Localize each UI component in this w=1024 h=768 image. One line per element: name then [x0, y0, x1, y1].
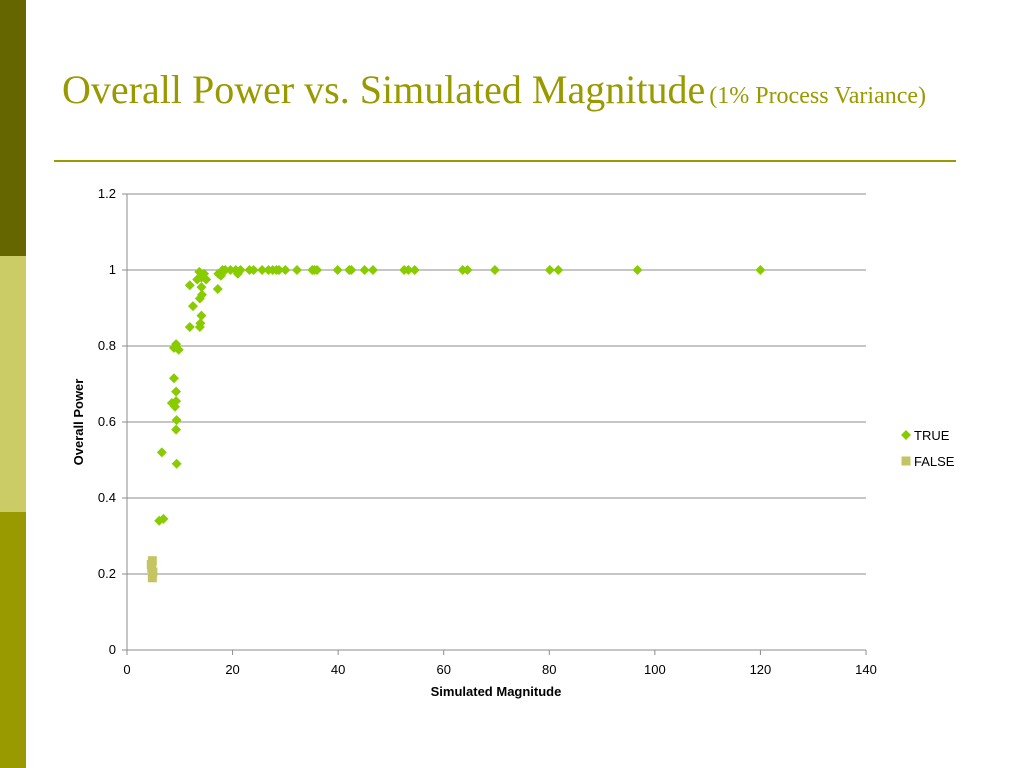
y-tick-label: 1.2 — [98, 186, 116, 201]
y-axis-title: Overall Power — [71, 379, 86, 466]
x-tick-label: 120 — [750, 662, 772, 677]
slide-title: Overall Power vs. Simulated Magnitude (1… — [62, 70, 962, 110]
data-point-true — [544, 265, 555, 275]
x-tick-label: 0 — [123, 662, 130, 677]
data-point-true — [274, 265, 285, 275]
data-point-true — [196, 289, 207, 300]
data-point-true — [168, 373, 179, 384]
y-tick-label: 0.2 — [98, 566, 116, 581]
sidebar-band-top — [0, 0, 26, 256]
x-tick-label: 20 — [225, 662, 239, 677]
data-point-false — [148, 567, 158, 577]
x-tick-label: 80 — [542, 662, 556, 677]
data-point-true — [409, 265, 420, 275]
data-point-true — [195, 318, 206, 329]
data-point-true — [235, 265, 246, 275]
legend-label-true: TRUE — [914, 428, 950, 443]
x-tick-label: 140 — [855, 662, 877, 677]
legend-marker-false — [901, 456, 911, 466]
data-point-true — [280, 265, 291, 275]
sidebar-band-middle — [0, 256, 26, 512]
data-point-false — [147, 573, 157, 583]
x-tick-label: 40 — [331, 662, 345, 677]
y-tick-label: 0 — [109, 642, 116, 657]
data-point-true — [462, 265, 473, 275]
data-point-true — [248, 265, 259, 275]
data-point-true — [553, 265, 564, 275]
data-point-true — [367, 265, 378, 275]
x-axis-title: Simulated Magnitude — [431, 684, 562, 699]
data-point-true — [359, 265, 370, 275]
sidebar-band-bottom — [0, 512, 26, 768]
data-point-true — [171, 424, 182, 435]
y-tick-label: 0.6 — [98, 414, 116, 429]
y-tick-label: 1 — [109, 262, 116, 277]
y-tick-label: 0.8 — [98, 338, 116, 353]
x-tick-label: 100 — [644, 662, 666, 677]
data-point-true — [171, 386, 182, 397]
data-point-true — [171, 415, 182, 426]
data-point-true — [184, 280, 195, 291]
title-divider — [54, 160, 956, 162]
data-point-true — [156, 447, 167, 458]
data-point-true — [332, 265, 343, 275]
data-points — [146, 265, 766, 583]
x-tick-label: 60 — [436, 662, 450, 677]
data-point-true — [312, 265, 323, 275]
y-tick-label: 0.4 — [98, 490, 116, 505]
legend-label-false: FALSE — [914, 454, 955, 469]
gridlines — [127, 193, 866, 575]
data-point-true — [257, 265, 268, 275]
data-point-true — [170, 401, 181, 412]
x-tick-labels: 0 20 40 60 80 100 120 140 — [123, 662, 876, 677]
y-tick-labels: 0 0.2 0.4 0.6 0.8 1 1.2 — [98, 186, 116, 657]
data-point-true — [201, 274, 212, 285]
data-point-true — [158, 513, 169, 524]
data-point-true — [346, 265, 357, 275]
slide-title-sub: (1% Process Variance) — [709, 83, 927, 109]
data-point-true — [173, 344, 184, 355]
data-point-true — [220, 265, 231, 275]
legend-marker-true — [901, 430, 911, 440]
data-point-true — [225, 265, 236, 275]
axes — [122, 193, 867, 655]
data-point-true — [184, 322, 195, 332]
data-point-true — [212, 284, 223, 294]
legend: TRUE FALSE — [901, 428, 955, 469]
data-point-true — [187, 301, 198, 312]
data-point-true — [171, 458, 182, 469]
data-point-true — [632, 265, 643, 275]
data-point-true — [196, 282, 207, 293]
slide-title-main: Overall Power vs. Simulated Magnitude — [62, 67, 706, 112]
data-point-true — [755, 265, 766, 275]
data-point-true — [403, 265, 414, 275]
data-point-true — [291, 265, 302, 275]
data-point-true — [489, 265, 500, 275]
data-point-true — [196, 310, 207, 321]
